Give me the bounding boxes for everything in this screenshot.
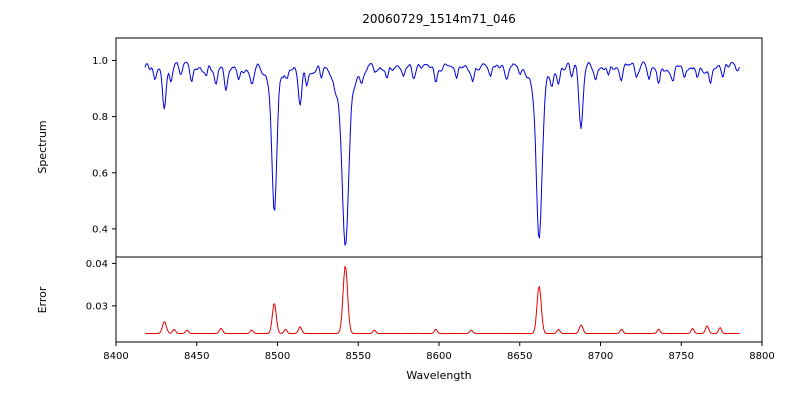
error-line: [145, 266, 740, 335]
y-tick-label: 0.03: [86, 301, 108, 312]
y-tick-label: 0.04: [86, 259, 108, 270]
chart-title: 20060729_1514m71_046: [362, 12, 515, 26]
x-tick-label: 8750: [669, 351, 694, 362]
y-axis-label-spectrum: Spectrum: [36, 120, 49, 173]
y-axis-label-error: Error: [36, 286, 49, 313]
x-tick-label: 8500: [265, 351, 290, 362]
x-tick-label: 8800: [749, 351, 774, 362]
x-tick-label: 8600: [426, 351, 451, 362]
x-tick-label: 8650: [507, 351, 532, 362]
panel-border: [115, 256, 763, 343]
y-tick-label: 0.6: [92, 168, 108, 179]
x-tick-label: 8700: [588, 351, 613, 362]
x-tick-label: 8400: [103, 351, 128, 362]
spectrum-line: [144, 61, 740, 246]
x-tick-label: 8450: [184, 351, 209, 362]
y-tick-label: 0.4: [92, 224, 108, 235]
plot-area: 0.4 0.6 0.8 1.0 0.03 0.04 8400 8450 8500 8550 8600…: [86, 37, 775, 362]
y-tick-label: 0.8: [92, 112, 108, 123]
y-tick-label: 1.0: [92, 56, 108, 67]
x-axis-label: Wavelength: [406, 369, 471, 382]
x-tick-label: 8550: [346, 351, 371, 362]
